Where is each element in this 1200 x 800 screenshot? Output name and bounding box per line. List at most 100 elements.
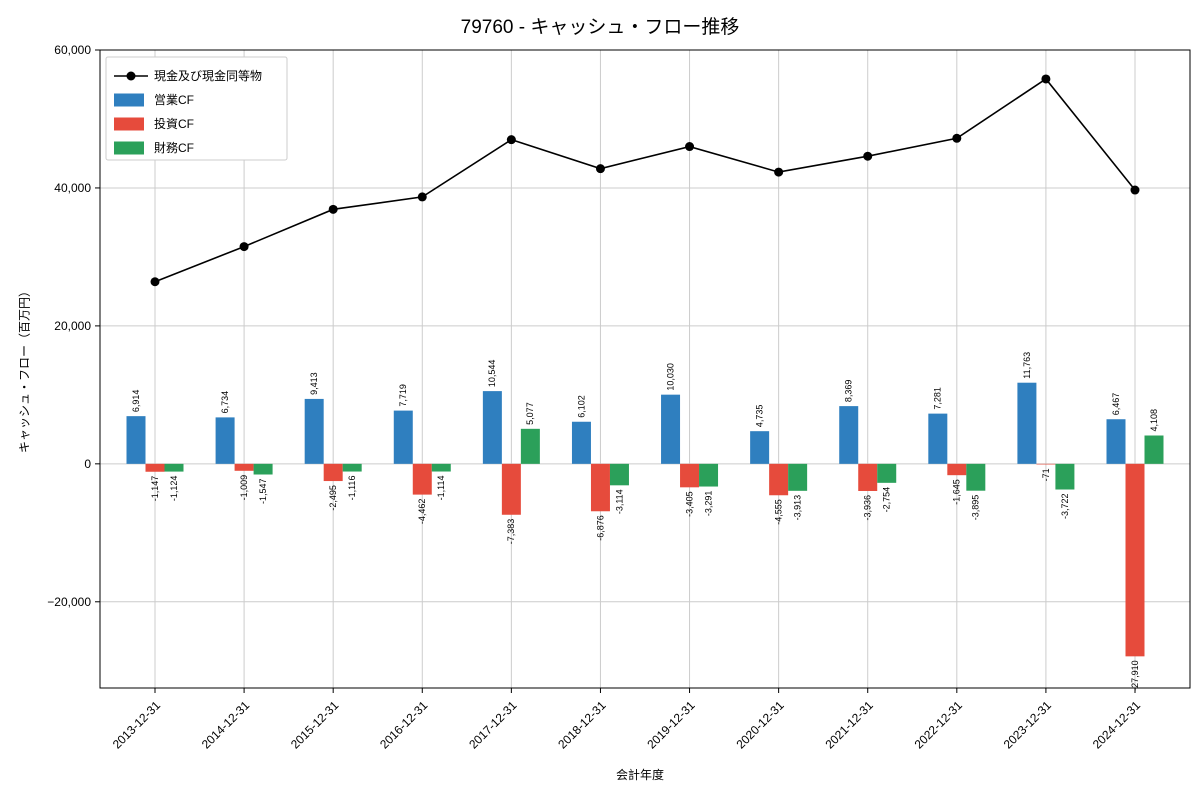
bar-value-label: 8,369 [844, 380, 854, 403]
bar-value-label: -3,405 [684, 491, 694, 517]
bar-operating-cf [126, 416, 146, 464]
bar-value-label: 11,763 [1022, 352, 1032, 379]
bar-value-label: -1,116 [347, 476, 357, 501]
line-marker [863, 151, 873, 161]
bar-value-label: -3,936 [863, 495, 873, 521]
line-marker [150, 277, 160, 287]
bar-value-label: 10,544 [487, 360, 497, 388]
x-tick-label: 2014-12-31 [199, 698, 253, 752]
x-tick-label: 2018-12-31 [555, 698, 609, 752]
legend-label: 投資CF [154, 116, 194, 131]
line-marker [1041, 74, 1051, 84]
bar-value-label: -1,645 [952, 479, 962, 505]
bar-financing-cf [699, 463, 719, 487]
bar-investing-cf [323, 463, 343, 482]
bar-value-label: 9,413 [309, 372, 319, 395]
bar-value-label: -2,754 [882, 487, 892, 513]
bar-investing-cf [234, 463, 254, 471]
bar-financing-cf [609, 463, 629, 486]
line-marker [685, 142, 695, 152]
bar-investing-cf [680, 463, 700, 488]
legend-label: 営業CF [154, 93, 194, 107]
bar-operating-cf [750, 431, 770, 464]
plot-border [99, 49, 1191, 689]
bar-value-label: 6,467 [1111, 393, 1121, 416]
bar-value-label: -2,495 [328, 485, 338, 511]
bar-value-label: -7,383 [506, 519, 516, 545]
bar-value-label: -1,009 [239, 475, 249, 501]
bar-financing-cf [342, 463, 362, 472]
bar-value-label: 10,030 [665, 363, 675, 391]
line-marker [774, 167, 784, 177]
bar-value-label: 6,102 [576, 395, 586, 418]
bar-value-label: -27,910 [1130, 660, 1140, 691]
x-tick-label: 2022-12-31 [912, 698, 966, 752]
x-tick-label: 2021-12-31 [823, 698, 877, 752]
bar-operating-cf [661, 394, 681, 464]
bar-value-label: -3,114 [614, 489, 624, 514]
bar-investing-cf [947, 463, 967, 476]
bar-operating-cf [393, 410, 413, 464]
bar-operating-cf [304, 398, 324, 464]
line-marker [1130, 185, 1140, 195]
bar-value-label: -1,124 [169, 476, 179, 502]
x-tick-label: 2020-12-31 [733, 698, 787, 752]
bar-operating-cf [482, 391, 502, 464]
line-marker [417, 192, 427, 202]
bar-value-label: 7,719 [398, 384, 408, 407]
bar-operating-cf [1106, 419, 1126, 464]
bar-operating-cf [928, 413, 948, 464]
bar-operating-cf [839, 406, 859, 464]
bar-value-label: -1,547 [258, 479, 268, 505]
bar-value-label: 7,281 [933, 387, 943, 410]
line-marker [595, 164, 605, 174]
bar-investing-cf [590, 463, 610, 512]
y-tick-label: 20,000 [54, 319, 91, 333]
y-tick-label: 0 [84, 457, 91, 471]
bar-value-label: 4,735 [755, 405, 765, 428]
legend-swatch-operating-cf [114, 93, 144, 107]
legend-box [105, 56, 288, 161]
x-tick-label: 2015-12-31 [288, 698, 342, 752]
bar-financing-cf [1055, 463, 1075, 490]
bar-value-label: -3,291 [703, 491, 713, 517]
bar-value-label: -3,913 [793, 495, 803, 521]
line-marker [239, 242, 249, 252]
bar-investing-cf [1036, 463, 1056, 465]
y-tick-label: −20,000 [47, 595, 91, 609]
x-tick-label: 2017-12-31 [466, 698, 520, 752]
y-tick-label: 40,000 [54, 181, 91, 195]
bar-financing-cf [966, 463, 986, 491]
line-cash-equivalents [154, 77, 1136, 283]
bar-operating-cf [215, 417, 235, 464]
line-marker [328, 204, 338, 214]
bar-investing-cf [501, 463, 521, 515]
bar-value-label: -3,722 [1060, 494, 1070, 520]
bar-value-label: -4,555 [774, 499, 784, 525]
bar-value-label: -1,114 [436, 476, 446, 501]
bar-operating-cf [1017, 382, 1037, 464]
bar-financing-cf [788, 463, 808, 491]
y-tick-label: 60,000 [54, 43, 91, 57]
bar-financing-cf [164, 463, 184, 472]
bar-financing-cf [877, 463, 897, 483]
bar-value-label: -71 [1041, 468, 1051, 481]
bar-financing-cf [520, 428, 540, 464]
x-tick-label: 2016-12-31 [377, 698, 431, 752]
bar-value-label: 6,734 [220, 391, 230, 414]
bar-investing-cf [769, 463, 789, 496]
legend-label: 現金及び現金同等物 [154, 68, 262, 83]
bar-value-label: 6,914 [131, 390, 141, 413]
x-axis-label: 会計年度 [615, 768, 664, 782]
bar-investing-cf [412, 463, 432, 495]
legend-line-marker [126, 71, 136, 81]
bar-value-label: -4,462 [417, 499, 427, 525]
bar-value-label: 5,077 [525, 402, 535, 425]
line-marker [952, 133, 962, 143]
bar-investing-cf [145, 463, 165, 472]
x-tick-label: 2023-12-31 [1001, 698, 1055, 752]
line-marker [506, 135, 516, 145]
bar-operating-cf [571, 421, 591, 464]
